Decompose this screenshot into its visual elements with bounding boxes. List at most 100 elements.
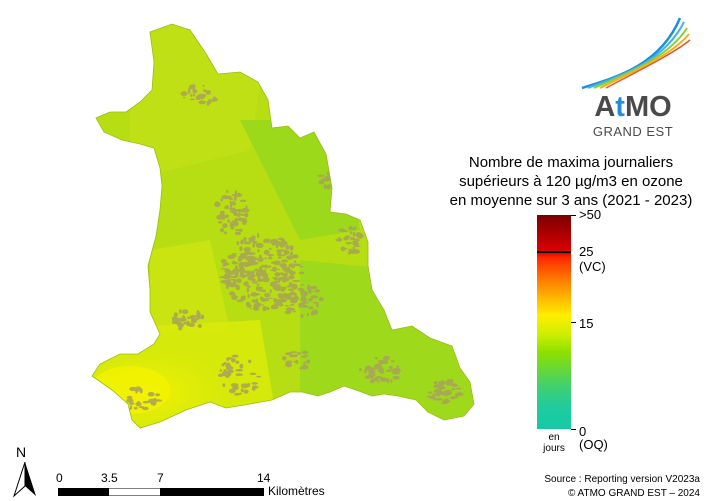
- urban-area: [311, 285, 318, 290]
- urban-area: [174, 320, 182, 325]
- urban-area: [261, 289, 266, 293]
- urban-area: [234, 190, 237, 195]
- urban-area: [457, 391, 461, 394]
- urban-area: [281, 267, 285, 270]
- urban-area: [222, 223, 228, 229]
- urban-area: [311, 295, 319, 299]
- urban-area: [222, 383, 226, 388]
- urban-area: [350, 227, 357, 231]
- urban-area: [172, 316, 178, 322]
- urban-area: [256, 286, 264, 290]
- urban-area: [256, 283, 260, 287]
- urban-area: [271, 243, 277, 246]
- urban-area: [152, 398, 157, 403]
- urban-area: [386, 369, 392, 372]
- urban-area: [239, 194, 243, 197]
- urban-area: [218, 213, 226, 220]
- urban-area: [129, 405, 133, 410]
- urban-area: [306, 359, 311, 364]
- urban-area: [274, 288, 282, 292]
- urban-area: [187, 88, 191, 94]
- urban-area: [235, 373, 243, 376]
- urban-area: [273, 260, 281, 266]
- urban-area: [240, 295, 246, 301]
- urban-area: [352, 247, 356, 249]
- urban-area: [364, 377, 372, 379]
- urban-area: [393, 367, 400, 371]
- urban-area: [308, 298, 313, 302]
- urban-area: [308, 306, 314, 310]
- urban-area: [301, 350, 309, 355]
- urban-area: [292, 284, 298, 290]
- urban-area: [262, 276, 270, 283]
- urban-area: [314, 289, 320, 293]
- urban-area: [349, 231, 353, 235]
- urban-area: [301, 365, 309, 370]
- urban-area: [236, 278, 242, 284]
- urban-area: [284, 293, 292, 299]
- urban-area: [236, 299, 244, 303]
- urban-area: [234, 271, 239, 277]
- urban-area: [235, 285, 240, 291]
- urban-area: [247, 285, 251, 288]
- urban-area: [250, 292, 258, 297]
- urban-area: [318, 297, 324, 302]
- urban-area: [192, 317, 197, 324]
- urban-area: [433, 381, 438, 384]
- urban-area: [378, 367, 381, 373]
- urban-area: [451, 383, 458, 388]
- urban-area: [239, 246, 243, 252]
- urban-area: [236, 241, 240, 246]
- urban-area: [297, 263, 301, 267]
- urban-area: [223, 274, 229, 280]
- urban-area: [223, 231, 228, 235]
- legend-title-line1: Nombre de maxima journaliers: [468, 154, 674, 171]
- legend-title-line2: supérieurs à 120 µg/m3 en ozone: [459, 173, 683, 190]
- urban-area: [266, 253, 275, 257]
- urban-area: [311, 309, 319, 316]
- urban-area: [278, 294, 285, 299]
- urban-area: [257, 278, 264, 282]
- urban-area: [287, 288, 295, 291]
- urban-area: [229, 291, 236, 296]
- urban-area: [370, 367, 377, 371]
- urban-area: [248, 252, 256, 256]
- urban-area: [241, 274, 246, 279]
- urban-area: [280, 272, 284, 276]
- urban-area: [280, 254, 286, 257]
- urban-area: [277, 268, 280, 271]
- urban-area: [396, 365, 400, 368]
- urban-area: [224, 268, 230, 274]
- scale-tick-3: 14: [257, 471, 271, 485]
- legend-units-line2: jours: [543, 443, 565, 454]
- urban-area: [242, 283, 249, 285]
- urban-area: [334, 179, 342, 184]
- urban-area: [238, 228, 243, 232]
- urban-area: [246, 255, 255, 260]
- urban-area: [206, 100, 210, 107]
- logo-subtitle: GRAND EST: [592, 124, 674, 139]
- urban-area: [246, 270, 252, 276]
- urban-area: [365, 375, 370, 378]
- urban-area: [268, 256, 273, 260]
- urban-area: [290, 303, 295, 306]
- urban-area: [240, 388, 244, 393]
- urban-area: [285, 244, 290, 250]
- urban-area: [233, 195, 237, 202]
- urban-area: [276, 244, 279, 249]
- urban-area: [378, 363, 382, 367]
- urban-area: [231, 358, 236, 363]
- urban-area: [270, 281, 277, 287]
- urban-area: [286, 307, 293, 313]
- urban-area: [235, 229, 239, 231]
- legend-title-line3: en moyenne sur 3 ans (2021 - 2023): [449, 192, 693, 209]
- urban-area: [241, 253, 249, 256]
- urban-area: [142, 400, 150, 404]
- urban-area: [263, 239, 269, 243]
- urban-area: [252, 385, 258, 390]
- urban-area: [240, 383, 249, 389]
- urban-area: [183, 322, 187, 325]
- urban-area: [197, 324, 202, 328]
- urban-area: [313, 301, 319, 304]
